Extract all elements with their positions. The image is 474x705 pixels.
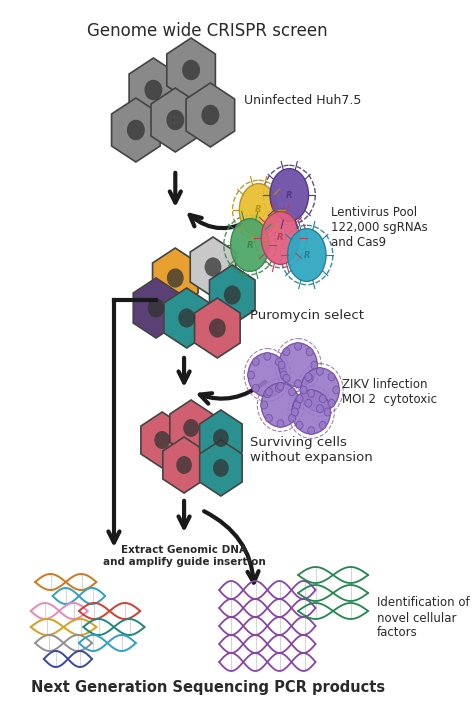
Circle shape	[155, 431, 170, 449]
Polygon shape	[195, 298, 240, 358]
Text: Next Generation Sequencing PCR products: Next Generation Sequencing PCR products	[31, 680, 385, 695]
Circle shape	[252, 358, 259, 366]
Circle shape	[261, 401, 267, 409]
Circle shape	[166, 110, 184, 130]
Circle shape	[328, 373, 335, 381]
Polygon shape	[200, 410, 242, 466]
Circle shape	[127, 120, 145, 140]
Circle shape	[248, 353, 287, 397]
Polygon shape	[210, 265, 255, 325]
Circle shape	[277, 419, 284, 428]
Circle shape	[289, 415, 296, 422]
Circle shape	[278, 361, 285, 369]
Ellipse shape	[288, 228, 326, 281]
Circle shape	[167, 269, 184, 288]
Circle shape	[317, 405, 323, 412]
Text: ZIKV linfection
MOI 2  cytotoxic: ZIKV linfection MOI 2 cytotoxic	[342, 378, 437, 406]
Polygon shape	[170, 400, 212, 456]
Circle shape	[280, 371, 287, 379]
Circle shape	[283, 348, 290, 356]
Polygon shape	[164, 288, 210, 348]
Polygon shape	[153, 248, 198, 308]
Circle shape	[289, 388, 296, 396]
Ellipse shape	[270, 168, 309, 221]
Ellipse shape	[261, 212, 300, 264]
Circle shape	[306, 374, 313, 382]
Circle shape	[275, 384, 283, 392]
Text: R: R	[255, 205, 262, 214]
Ellipse shape	[239, 183, 278, 236]
Circle shape	[264, 352, 271, 360]
Polygon shape	[111, 98, 160, 162]
Text: R: R	[277, 233, 284, 243]
Text: Lentivirus Pool
122,000 sgRNAs
and Cas9: Lentivirus Pool 122,000 sgRNAs and Cas9	[331, 207, 428, 250]
Circle shape	[261, 383, 300, 427]
Circle shape	[252, 384, 259, 392]
Text: Surviving cells
without expansion: Surviving cells without expansion	[250, 436, 373, 464]
Circle shape	[333, 386, 340, 394]
Circle shape	[311, 361, 318, 369]
Circle shape	[328, 399, 335, 407]
Circle shape	[279, 343, 317, 387]
Circle shape	[145, 80, 163, 100]
Circle shape	[265, 388, 273, 396]
Circle shape	[305, 373, 312, 381]
Polygon shape	[141, 412, 183, 468]
Polygon shape	[129, 58, 178, 122]
Ellipse shape	[230, 219, 269, 271]
Circle shape	[205, 257, 221, 276]
Circle shape	[296, 422, 303, 429]
Circle shape	[292, 390, 330, 434]
Circle shape	[147, 298, 164, 317]
Circle shape	[178, 308, 195, 328]
Circle shape	[308, 389, 315, 397]
Text: Genome wide CRISPR screen: Genome wide CRISPR screen	[87, 22, 328, 40]
Circle shape	[301, 368, 339, 412]
Circle shape	[247, 371, 255, 379]
Circle shape	[317, 367, 323, 375]
Circle shape	[283, 374, 290, 382]
Text: R: R	[303, 250, 310, 259]
Circle shape	[213, 459, 229, 477]
Polygon shape	[133, 278, 179, 338]
Circle shape	[182, 60, 200, 80]
Text: Puromycin select: Puromycin select	[250, 309, 364, 321]
Circle shape	[306, 348, 313, 356]
Circle shape	[277, 382, 284, 391]
Polygon shape	[167, 38, 215, 102]
Polygon shape	[200, 440, 242, 496]
Circle shape	[319, 422, 326, 429]
Text: R: R	[286, 190, 292, 200]
Text: Extract Genomic DNA
and amplify guide insertion: Extract Genomic DNA and amplify guide in…	[103, 545, 265, 567]
Circle shape	[265, 415, 273, 422]
Circle shape	[275, 358, 283, 366]
Circle shape	[294, 380, 301, 388]
Circle shape	[308, 427, 315, 435]
Text: Identification of
novel cellular
factors: Identification of novel cellular factors	[377, 596, 470, 639]
Circle shape	[183, 419, 199, 437]
Circle shape	[209, 319, 226, 338]
Circle shape	[324, 408, 331, 416]
Circle shape	[224, 286, 241, 305]
Text: R: R	[246, 240, 253, 250]
Circle shape	[296, 395, 303, 403]
Circle shape	[213, 429, 229, 447]
Circle shape	[300, 386, 307, 394]
Circle shape	[319, 395, 326, 403]
Circle shape	[176, 456, 192, 474]
Circle shape	[305, 399, 312, 407]
Polygon shape	[186, 83, 235, 147]
Circle shape	[201, 105, 219, 125]
Polygon shape	[190, 237, 236, 297]
Polygon shape	[163, 437, 205, 493]
Text: Uninfected Huh7.5: Uninfected Huh7.5	[244, 94, 361, 106]
Circle shape	[264, 390, 271, 398]
Circle shape	[293, 401, 301, 409]
Polygon shape	[151, 88, 200, 152]
Circle shape	[294, 343, 301, 350]
Circle shape	[292, 408, 298, 416]
